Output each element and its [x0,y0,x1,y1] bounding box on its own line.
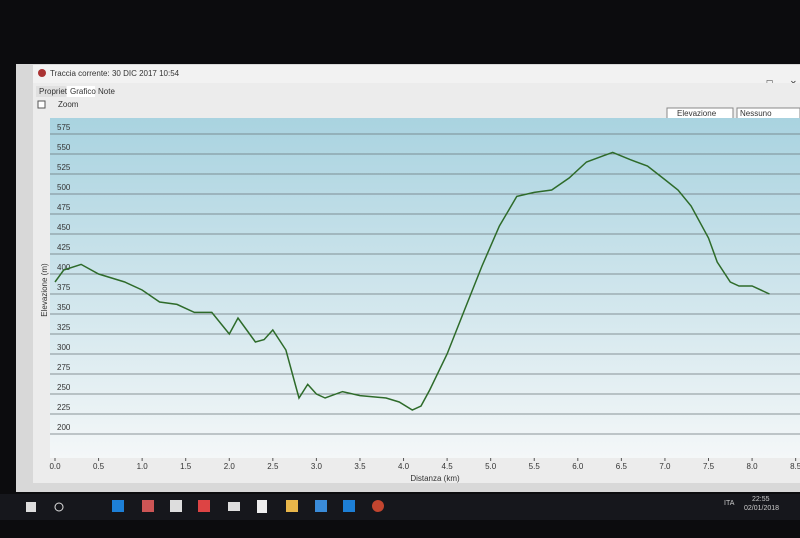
elevation-line [54,151,770,411]
y-tick-label: 475 [57,203,71,212]
y-tick-label: 450 [57,223,71,232]
x-tick-label: 0.0 [49,462,61,471]
zoom-checkbox[interactable] [37,100,46,109]
title-bar [33,65,800,83]
taskbar-icon[interactable] [257,500,267,513]
y-tick-label: 250 [57,383,71,392]
clock-time: 22:55 [752,496,770,503]
y-tick-label: 325 [57,323,71,332]
y-tick-label: 375 [57,283,71,292]
taskbar-icon[interactable] [315,500,327,512]
taskbar-icon[interactable] [228,502,240,511]
x-tick-label: 6.5 [616,462,628,471]
x-tick-label: 1.0 [137,462,149,471]
x-tick-label: 8.5 [790,462,800,471]
x-tick-label: 2.5 [267,462,279,471]
taskbar [0,494,800,520]
tab[interactable] [36,86,66,97]
tab-label[interactable]: Note [98,87,115,96]
plot-area [50,118,800,458]
clock-date: 02/01/2018 [744,505,779,512]
y-tick-label: 350 [57,303,71,312]
y-tick-label: 575 [57,123,71,132]
y-axis-label: Elevazione (m) [40,263,49,317]
y-tick-label: 425 [57,243,71,252]
y-tick-label: 225 [57,403,71,412]
y-tick-label: 275 [57,363,71,372]
lang: ITA [724,500,735,507]
y-tick-label: 400 [57,263,71,272]
taskbar-icon[interactable] [286,500,298,512]
dropdown-label[interactable]: Elevazione [677,109,717,118]
y-tick-label: 200 [57,423,71,432]
taskbar-icon[interactable] [112,500,124,512]
x-axis-label: Distanza (km) [410,474,460,483]
taskbar-icon[interactable] [198,500,210,512]
taskbar-icon[interactable] [372,500,384,512]
x-tick-label: 7.5 [703,462,715,471]
x-tick-label: 4.0 [398,462,410,471]
x-tick-label: 1.5 [180,462,192,471]
search-button[interactable] [54,502,64,512]
tab-label[interactable]: Grafico [70,87,96,96]
y-tick-label: 550 [57,143,71,152]
x-tick-label: 0.5 [93,462,105,471]
tab-label[interactable]: Proprietà [39,87,72,96]
y-tick-label: 300 [57,343,71,352]
y-tick-label: 525 [57,163,71,172]
x-tick-label: 2.0 [224,462,236,471]
x-tick-label: 3.5 [354,462,366,471]
x-tick-label: 7.0 [659,462,671,471]
taskbar-icon[interactable] [170,500,182,512]
zoom-label[interactable]: Zoom [58,100,79,109]
x-tick-label: 5.5 [529,462,541,471]
dropdown-label[interactable]: Nessuno [740,109,772,118]
chart: 200 225 250 275 300 325 350 375 400 425 450 475 500 5… [49,123,800,471]
app-icon [38,69,46,77]
start-button[interactable] [26,502,36,512]
x-tick-label: 3.0 [311,462,323,471]
taskbar-icon[interactable] [142,500,154,512]
window-title: Traccia corrente: 30 DIC 2017 10:54 [50,69,180,78]
x-tick-label: 5.0 [485,462,497,471]
x-tick-label: 4.5 [442,462,454,471]
x-tick-label: 6.0 [572,462,584,471]
tab-active[interactable] [67,86,95,97]
taskbar-icon[interactable] [343,500,355,512]
y-tick-label: 500 [57,183,71,192]
x-tick-label: 8.0 [747,462,759,471]
